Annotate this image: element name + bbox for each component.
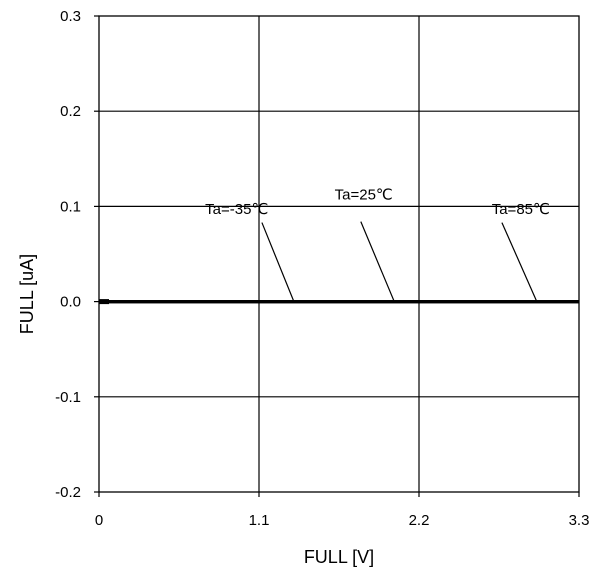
- annotation-leader-1: [261, 222, 295, 302]
- x-tick-label: 3.3: [569, 512, 590, 529]
- y-axis-title: FULL [uA]: [17, 254, 37, 334]
- annotation-label-1: Ta=-35℃: [205, 201, 268, 218]
- y-tick-label: -0.1: [55, 389, 81, 406]
- annotation-leader-2: [360, 221, 395, 302]
- x-axis-title: FULL [V]: [304, 547, 374, 567]
- y-tick-labels: -0.2 -0.1 0.0 0.1 0.2 0.3: [55, 8, 81, 501]
- series-layer: [99, 299, 579, 305]
- x-tick-labels: 0 1.1 2.2 3.3: [95, 512, 590, 529]
- annotation-leader-3: [501, 222, 538, 302]
- y-tick-label: 0.1: [60, 198, 81, 215]
- plot-frame: [98, 15, 580, 493]
- x-tick-label: 1.1: [249, 512, 270, 529]
- y-tick-label: -0.2: [55, 484, 81, 501]
- x-tick-label: 2.2: [409, 512, 430, 529]
- x-tick-label: 0: [95, 512, 103, 529]
- y-tick-label: 0.0: [60, 294, 81, 311]
- grid: [94, 15, 580, 497]
- y-tick-label: 0.2: [60, 103, 81, 120]
- series-start-marker: [99, 299, 109, 305]
- annotation-label-2: Ta=25℃: [335, 187, 393, 204]
- annotations: Ta=-35℃ Ta=25℃ Ta=85℃: [205, 187, 550, 302]
- y-tick-label: 0.3: [60, 8, 81, 25]
- annotation-label-3: Ta=85℃: [492, 201, 550, 218]
